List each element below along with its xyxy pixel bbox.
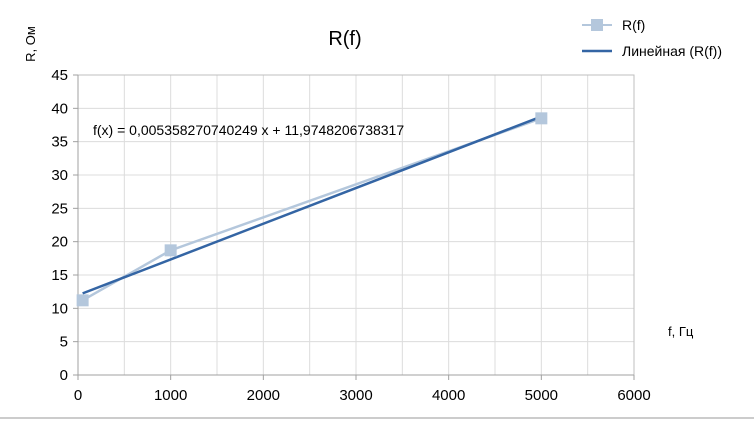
y-tick-labels: 0 5 10 15 20 25 30 35 40 45 [51, 67, 68, 384]
chart-title: R(f) [328, 28, 361, 50]
y-tick-label: 15 [51, 267, 68, 284]
legend-series-label: R(f) [622, 17, 645, 33]
y-tick-label: 40 [51, 100, 68, 117]
axes [73, 74, 635, 380]
y-tick-label: 5 [60, 334, 68, 351]
x-tick-label: 5000 [525, 387, 558, 404]
legend: R(f) Линейная (R(f)) [582, 17, 722, 59]
trendline-equation: f(x) = 0,005358270740249 x + 11,97482067… [93, 122, 404, 138]
y-tick-label: 10 [51, 300, 68, 317]
grid [77, 74, 635, 376]
y-tick-label: 0 [60, 367, 68, 384]
legend-series-marker [591, 19, 603, 31]
data-point [164, 244, 177, 257]
x-axis-label: f, Гц [668, 324, 694, 339]
series-line [82, 117, 542, 302]
plot-area [76, 112, 548, 307]
trendline [82, 115, 542, 295]
x-tick-label: 6000 [617, 387, 650, 404]
y-tick-label: 30 [51, 167, 68, 184]
x-tick-label: 1000 [154, 387, 187, 404]
y-axis-label: R, Ом [23, 26, 38, 62]
x-tick-label: 2000 [247, 387, 280, 404]
data-point [535, 112, 548, 125]
y-tick-label: 45 [51, 67, 68, 84]
x-tick-label: 3000 [339, 387, 372, 404]
x-tick-labels: 0 1000 2000 3000 4000 5000 6000 [74, 387, 651, 404]
data-point [76, 294, 89, 307]
y-tick-label: 35 [51, 134, 68, 151]
x-tick-label: 4000 [432, 387, 465, 404]
x-tick-label: 0 [74, 387, 82, 404]
y-tick-label: 20 [51, 234, 68, 251]
legend-trendline-label: Линейная (R(f)) [622, 43, 722, 59]
y-tick-label: 25 [51, 200, 68, 217]
